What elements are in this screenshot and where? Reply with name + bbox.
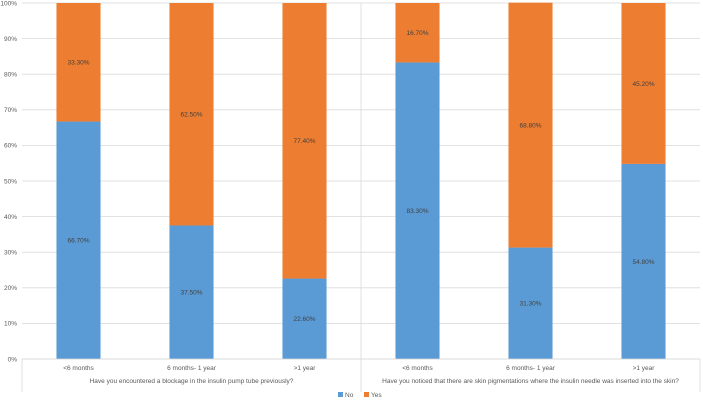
bar-yes [621,3,666,164]
y-tick-label: 0% [8,356,18,363]
y-tick-label: 100% [0,0,17,7]
data-label: 68.80% [519,122,541,129]
bar-no [282,278,327,359]
legend-swatch-yes [364,392,369,397]
y-tick-label: 20% [4,285,17,292]
legend-label: Yes [371,392,382,399]
data-label: 16.70% [406,30,428,37]
bars: 66.70% 33.30% 37.50% 62.50% 22.60% 77.40% 83.3… [56,2,666,360]
y-tick-label: 50% [4,178,17,185]
group-label: Have you encountered a blockage in the i… [90,378,294,385]
bar-yes [508,2,553,248]
x-category-label: >1 year [294,365,317,372]
data-label: 31.30% [519,301,541,308]
data-label: 45.20% [632,81,654,88]
bar-no [395,62,440,360]
x-category-label: <6 months [402,365,433,372]
y-tick-label: 40% [4,214,17,221]
y-axis: 0% 10% 20% 30% 40% 50% 60% 70% 80% 90% 100% [0,0,17,363]
bar-yes [282,3,327,279]
data-label: 33.30% [67,60,89,67]
bar-no [508,247,553,359]
y-tick-label: 70% [4,107,17,114]
legend-label: No [345,392,354,399]
data-label: 62.50% [180,112,202,119]
x-axis: <6 months 6 months- 1 year >1 year <6 month… [21,358,701,392]
bar-no [56,121,101,359]
data-label: 22.60% [293,316,315,323]
x-category-label: 6 months- 1 year [167,365,217,372]
data-label: 37.50% [180,290,202,297]
bar-no [621,163,666,359]
group-label: Have you noticed that there are skin pig… [382,378,679,385]
gridlines [22,2,700,360]
x-category-label: 6 months- 1 year [506,365,556,372]
legend-swatch-no [338,392,343,397]
y-tick-label: 60% [4,143,17,150]
legend: No Yes [338,392,382,399]
y-tick-label: 10% [4,321,17,328]
data-label: 66.70% [67,238,89,245]
y-tick-label: 90% [4,36,17,43]
data-label: 77.40% [293,138,315,145]
data-label: 83.30% [406,208,428,215]
bar-yes [169,3,214,226]
y-tick-label: 80% [4,72,17,79]
group-label-line: Have you encountered a blockage in the i… [90,378,294,385]
bar-no [169,225,214,359]
data-label: 54.80% [632,259,654,266]
bar-yes [395,3,440,63]
group-label-line: Have you noticed that there are skin pig… [382,378,679,385]
x-category-label: <6 months [63,365,94,372]
y-tick-label: 30% [4,250,17,257]
bar-yes [56,3,101,122]
x-category-label: >1 year [633,365,656,372]
